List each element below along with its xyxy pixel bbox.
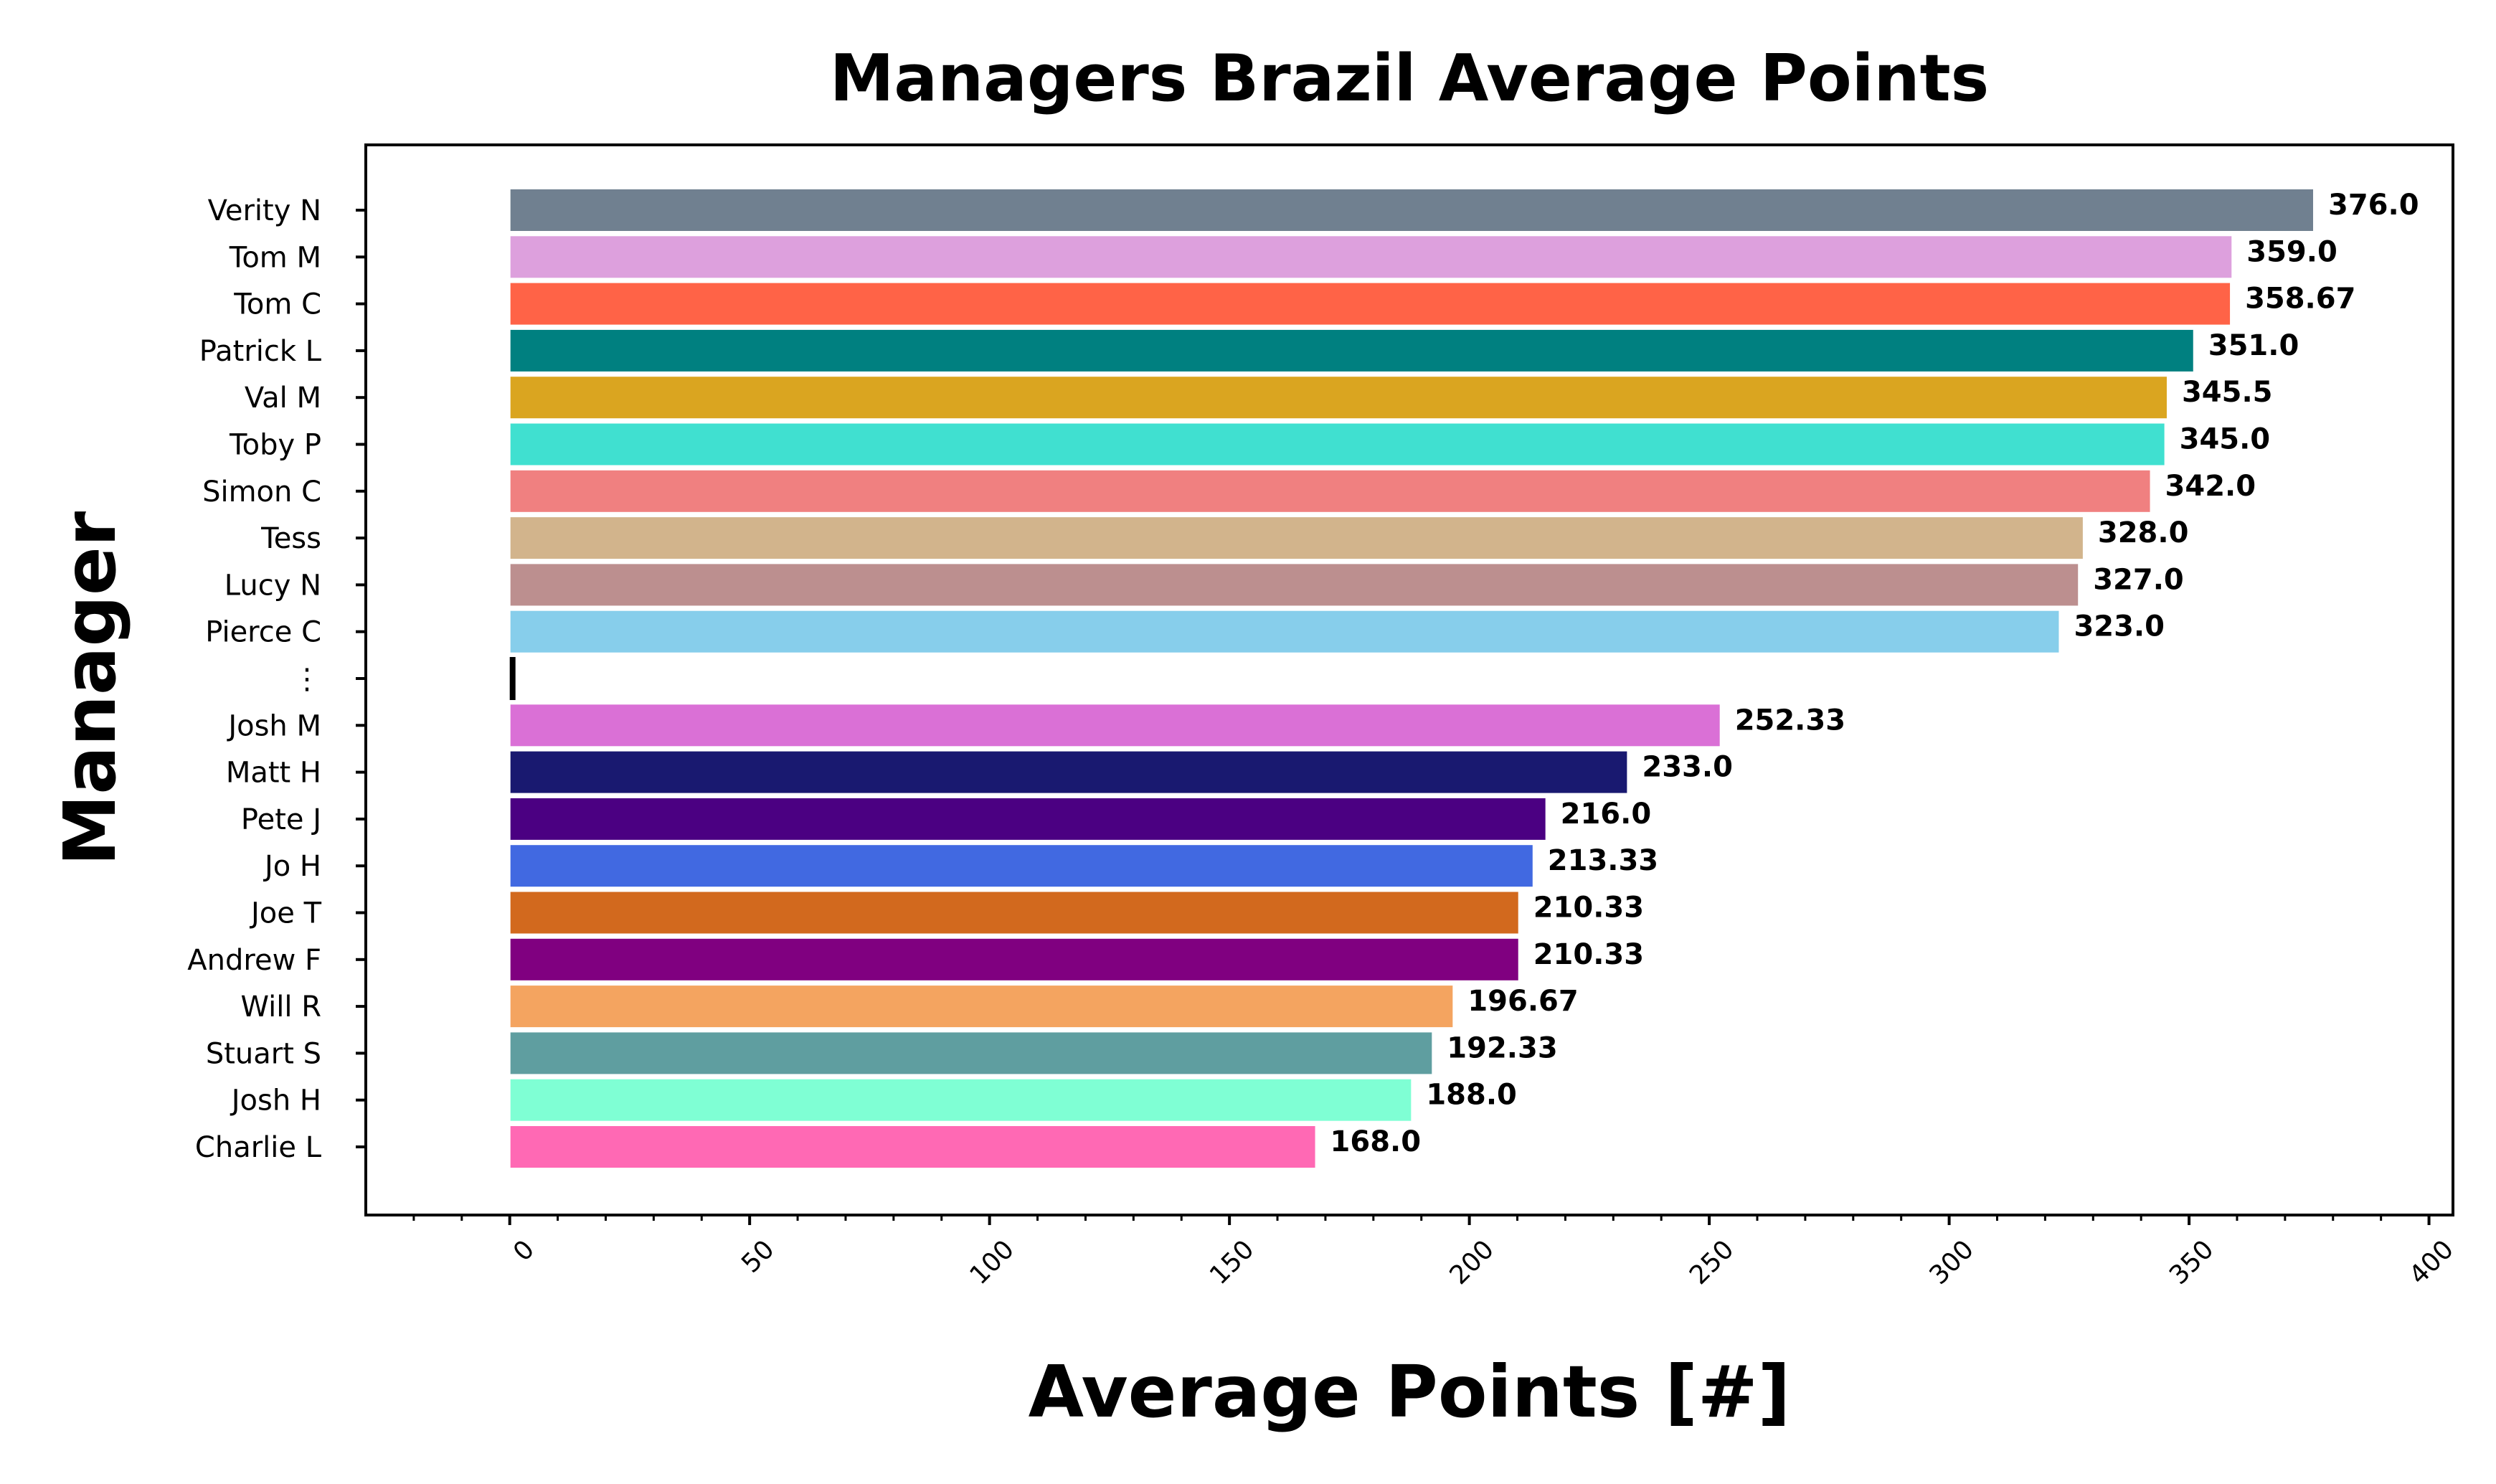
plot-frame [364,143,2454,1216]
data-label: 351.0 [2208,329,2299,362]
bar [509,1125,1317,1169]
data-label: 196.67 [1467,985,1578,1018]
y-tick-label: Josh M [226,709,321,742]
y-tick-label: Tom C [233,288,321,321]
x-axis-title: Average Points [#] [1029,1350,1791,1434]
y-tick-label: Jo H [263,850,321,883]
y-tick-label: Pete J [241,803,321,836]
bar [509,328,2195,373]
bar [509,750,1629,795]
bar [509,984,1455,1029]
y-tick-label: Stuart S [206,1037,321,1070]
y-tick-label: Josh H [230,1084,321,1117]
y-tick-label: Joe T [249,897,322,930]
data-label: 252.33 [1735,704,1845,737]
bar-ellipsis-marker [509,657,516,700]
y-axis-title: Manager [48,511,132,866]
data-label: 345.0 [2180,423,2271,456]
data-label: 168.0 [1330,1125,1422,1158]
y-tick-label: Tess [260,522,321,555]
data-label: 210.33 [1533,938,1644,971]
bar [509,843,1534,889]
data-label: 213.33 [1548,844,1658,877]
data-label: 342.0 [2165,470,2256,503]
bar [509,796,1547,841]
y-tick-label: Toby P [229,429,321,462]
y-tick-label: Patrick L [199,335,322,368]
data-label: 345.5 [2182,376,2273,409]
bar [509,188,2315,232]
y-tick-label: Lucy N [224,569,321,602]
y-ticks: Verity N Tom M Tom C Patrick L Val M Toby P Si… [187,194,366,1164]
bar [509,1077,1413,1123]
chart-title: Managers Brazil Average Points [830,41,1989,116]
data-label: 327.0 [2093,563,2184,596]
data-label: 188.0 [1426,1079,1517,1112]
y-tick-label: Will R [240,991,321,1024]
data-label: 359.0 [2246,235,2337,268]
data-label: 376.0 [2328,189,2419,222]
bar [509,422,2166,467]
y-tick-label: Matt H [226,757,321,790]
bar [509,937,1520,982]
data-label: 233.0 [1642,751,1733,784]
bar [509,235,2233,280]
y-tick-label: Andrew F [187,944,321,977]
data-label: 192.33 [1447,1031,1557,1064]
bar [509,609,2061,654]
bar [509,890,1520,935]
data-label: 328.0 [2098,516,2189,549]
bar [509,281,2232,326]
data-label: 210.33 [1533,892,1644,925]
bar [509,516,2084,561]
y-tick-label: ⋮ [293,663,321,696]
bar [509,468,2152,514]
data-label: 358.67 [2245,283,2355,316]
bar [509,375,2168,420]
bar [509,562,2080,608]
bar [509,1031,1434,1076]
y-tick-label: Pierce C [205,616,321,649]
y-tick-label: Verity N [208,194,321,227]
data-label: 216.0 [1561,798,1652,831]
y-tick-label: Tom M [229,241,321,274]
data-label: 323.0 [2074,610,2165,643]
bars-layer: 376.0 359.0 358.67 351.0 345.5 345.0 342.0 328.… [509,188,2419,1169]
y-tick-label: Simon C [202,476,321,509]
y-tick-label: Charlie L [195,1131,322,1164]
y-tick-label: Val M [245,382,321,415]
bar [509,703,1721,748]
